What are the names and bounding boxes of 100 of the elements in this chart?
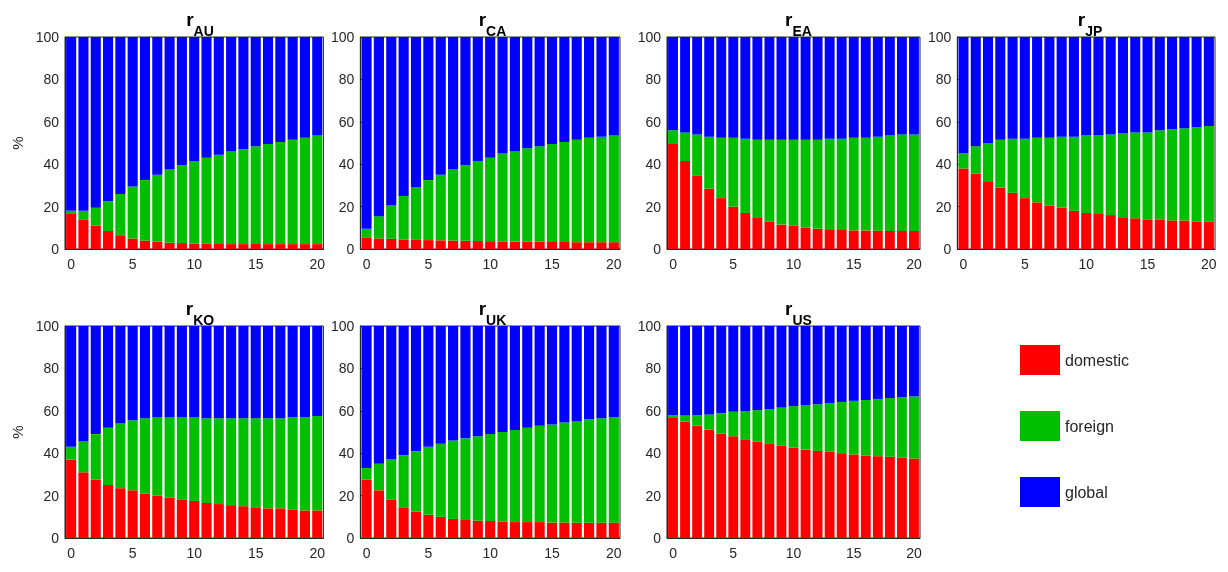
bar: [970, 173, 981, 249]
bar: [275, 244, 286, 249]
bar: [884, 135, 895, 231]
bar: [848, 326, 859, 401]
bar: [728, 37, 739, 138]
bar: [860, 326, 871, 400]
bar: [115, 488, 126, 538]
bar: [812, 139, 823, 229]
bar: [287, 244, 298, 249]
bar: [1117, 217, 1129, 249]
bar: [728, 411, 739, 437]
bar: [1142, 37, 1153, 133]
y-tick-label: 100: [331, 318, 355, 334]
bar: [584, 242, 595, 249]
bar: [872, 230, 883, 249]
bar: [776, 224, 787, 249]
bar: [189, 37, 200, 162]
bar: [373, 238, 384, 249]
bar: [275, 141, 286, 245]
bar: [608, 37, 619, 136]
bar: [668, 37, 678, 131]
bar: [312, 326, 323, 417]
bar: [299, 137, 310, 245]
bar: [522, 522, 533, 538]
bar: [788, 326, 799, 407]
bar: [1093, 135, 1104, 215]
y-tick-label: 100: [637, 29, 662, 45]
bar: [250, 146, 261, 245]
bar: [398, 455, 409, 508]
bar: [238, 326, 249, 419]
bar: [497, 521, 508, 538]
bar: [164, 169, 175, 243]
bar: [90, 225, 101, 249]
bar: [460, 165, 471, 241]
bar: [704, 188, 715, 249]
y-tick-label: 20: [43, 198, 60, 215]
x-tick-label: 0: [669, 256, 678, 272]
bar: [752, 37, 763, 140]
bar: [909, 37, 919, 135]
bar: [127, 186, 138, 239]
bar: [596, 418, 607, 523]
bar: [776, 139, 787, 225]
bar: [1032, 202, 1043, 249]
bar: [716, 198, 727, 249]
bar: [692, 134, 703, 176]
bar: [410, 511, 422, 538]
y-tick-label: 20: [935, 198, 952, 215]
y-tick-label: 60: [645, 113, 662, 130]
bar: [115, 423, 126, 489]
bar: [312, 244, 323, 249]
bar: [423, 446, 434, 515]
bar: [776, 445, 787, 538]
bar: [164, 242, 175, 249]
bar: [115, 193, 126, 236]
bar: [534, 241, 545, 249]
bar: [226, 326, 237, 419]
bar: [800, 139, 811, 228]
bar: [386, 326, 397, 460]
bar: [189, 243, 200, 249]
bar: [872, 456, 883, 538]
bar: [164, 497, 175, 538]
x-tick-label: 5: [128, 256, 137, 272]
bar: [238, 244, 249, 249]
bar: [152, 241, 163, 249]
bar: [1105, 37, 1116, 135]
bar: [238, 506, 249, 538]
bar: [139, 493, 151, 538]
bar: [836, 229, 847, 249]
x-tick-label: 5: [424, 256, 433, 272]
bar: [836, 453, 847, 538]
bar: [716, 433, 727, 538]
bar: [238, 149, 249, 245]
bar: [896, 230, 907, 249]
bar: [872, 398, 883, 457]
bar: [238, 418, 249, 507]
bar: [139, 180, 151, 241]
x-tick-label: 10: [482, 545, 499, 561]
bar: [1203, 37, 1214, 127]
bar: [788, 37, 799, 140]
bar: [152, 37, 163, 175]
bar: [312, 510, 323, 538]
bar: [423, 180, 434, 241]
bar: [386, 205, 397, 239]
y-tick-label: 100: [331, 29, 355, 45]
bar: [1117, 133, 1129, 218]
bar: [571, 522, 582, 538]
bar: [909, 326, 919, 397]
bar: [176, 243, 187, 249]
bar: [680, 132, 691, 162]
bar: [472, 326, 483, 437]
bar: [546, 522, 558, 538]
bar: [860, 37, 871, 138]
bar: [692, 425, 703, 538]
bar: [262, 418, 274, 509]
bar: [812, 228, 823, 249]
y-tick-label: 0: [346, 530, 355, 546]
bar: [410, 187, 422, 240]
bar: [836, 326, 847, 402]
y-tick-label: 80: [645, 360, 662, 377]
bar: [571, 139, 582, 243]
